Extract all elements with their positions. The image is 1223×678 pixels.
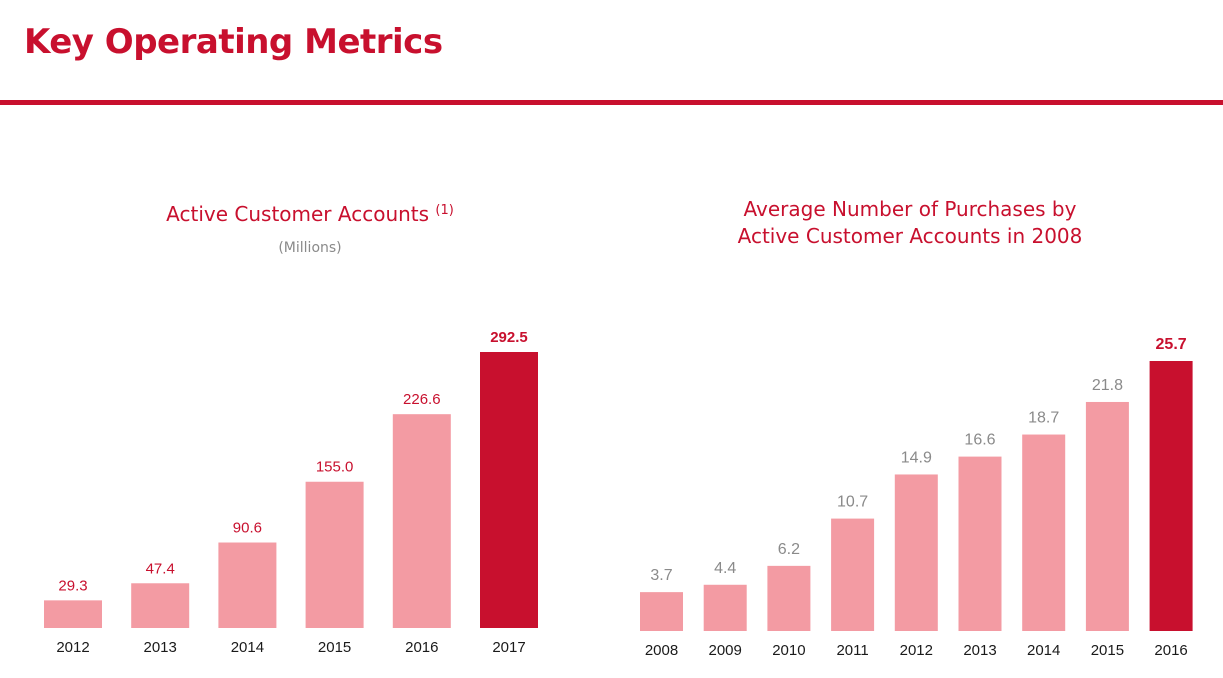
purchases-tick-label-2008: 2008 xyxy=(645,642,678,659)
purchases-value-label-2009: 4.4 xyxy=(714,560,736,577)
accounts-tick-label-2015: 2015 xyxy=(318,639,351,656)
accounts-value-label-2013: 47.4 xyxy=(146,560,175,577)
accounts-value-label-2017: 292.5 xyxy=(490,329,528,346)
purchases-bar-2009 xyxy=(703,584,747,631)
purchases-bar-2010 xyxy=(767,565,811,631)
accounts-tick-label-2012: 2012 xyxy=(56,639,89,656)
chart1-title: Active Customer Accounts (1) xyxy=(60,201,560,228)
accounts-value-label-2014: 90.6 xyxy=(233,520,262,537)
purchases-tick-label-2013: 2013 xyxy=(963,642,996,659)
purchases-bar-2013 xyxy=(958,456,1002,631)
purchases-value-label-2016: 25.7 xyxy=(1156,336,1187,353)
accounts-bar-2013 xyxy=(131,583,190,628)
purchases-value-label-2014: 18.7 xyxy=(1028,410,1059,427)
accounts-bar-2017 xyxy=(480,352,538,628)
accounts-value-label-2016: 226.6 xyxy=(403,391,441,408)
chart1-title-text: Active Customer Accounts xyxy=(166,202,430,226)
accounts-tick-label-2013: 2013 xyxy=(144,639,177,656)
chart1-title-footnote: (1) xyxy=(435,203,454,218)
purchases-tick-label-2009: 2009 xyxy=(709,642,742,659)
purchases-bar-2014 xyxy=(1022,434,1066,631)
accounts-value-label-2012: 29.3 xyxy=(58,577,87,594)
purchases-bar-2015 xyxy=(1085,401,1129,631)
purchases-bar-2008 xyxy=(640,592,683,631)
purchases-value-label-2013: 16.6 xyxy=(964,432,995,449)
purchases-bar-2012 xyxy=(894,474,938,631)
accounts-tick-label-2016: 2016 xyxy=(405,639,438,656)
accounts-bar-2016 xyxy=(392,414,451,628)
purchases-bar-2011 xyxy=(831,518,875,631)
purchases-tick-label-2011: 2011 xyxy=(836,642,868,659)
purchases-value-label-2015: 21.8 xyxy=(1092,377,1123,394)
purchases-tick-label-2012: 2012 xyxy=(900,642,933,659)
purchases-value-label-2008: 3.7 xyxy=(650,567,672,584)
accounts-bar-2015 xyxy=(305,481,364,628)
purchases-tick-label-2014: 2014 xyxy=(1027,642,1060,659)
accounts-tick-label-2014: 2014 xyxy=(231,639,264,656)
accounts-value-label-2015: 155.0 xyxy=(316,459,354,476)
purchases-bar-2016 xyxy=(1149,361,1193,631)
purchases-value-label-2010: 6.2 xyxy=(778,541,800,558)
accounts-bar-2012 xyxy=(44,600,102,628)
purchases-value-label-2012: 14.9 xyxy=(901,449,932,466)
purchases-value-label-2011: 10.7 xyxy=(837,494,868,511)
title-divider xyxy=(0,100,1223,105)
page-title: Key Operating Metrics xyxy=(24,22,443,62)
accounts-bar-2014 xyxy=(218,542,277,628)
purchases-tick-label-2015: 2015 xyxy=(1091,642,1124,659)
chart1-subtitle: (Millions) xyxy=(278,240,342,256)
accounts-tick-label-2017: 2017 xyxy=(492,639,525,656)
purchases-tick-label-2010: 2010 xyxy=(772,642,805,659)
chart2-title: Average Number of Purchases by Active Cu… xyxy=(737,197,1083,248)
purchases-tick-label-2016: 2016 xyxy=(1154,642,1187,659)
